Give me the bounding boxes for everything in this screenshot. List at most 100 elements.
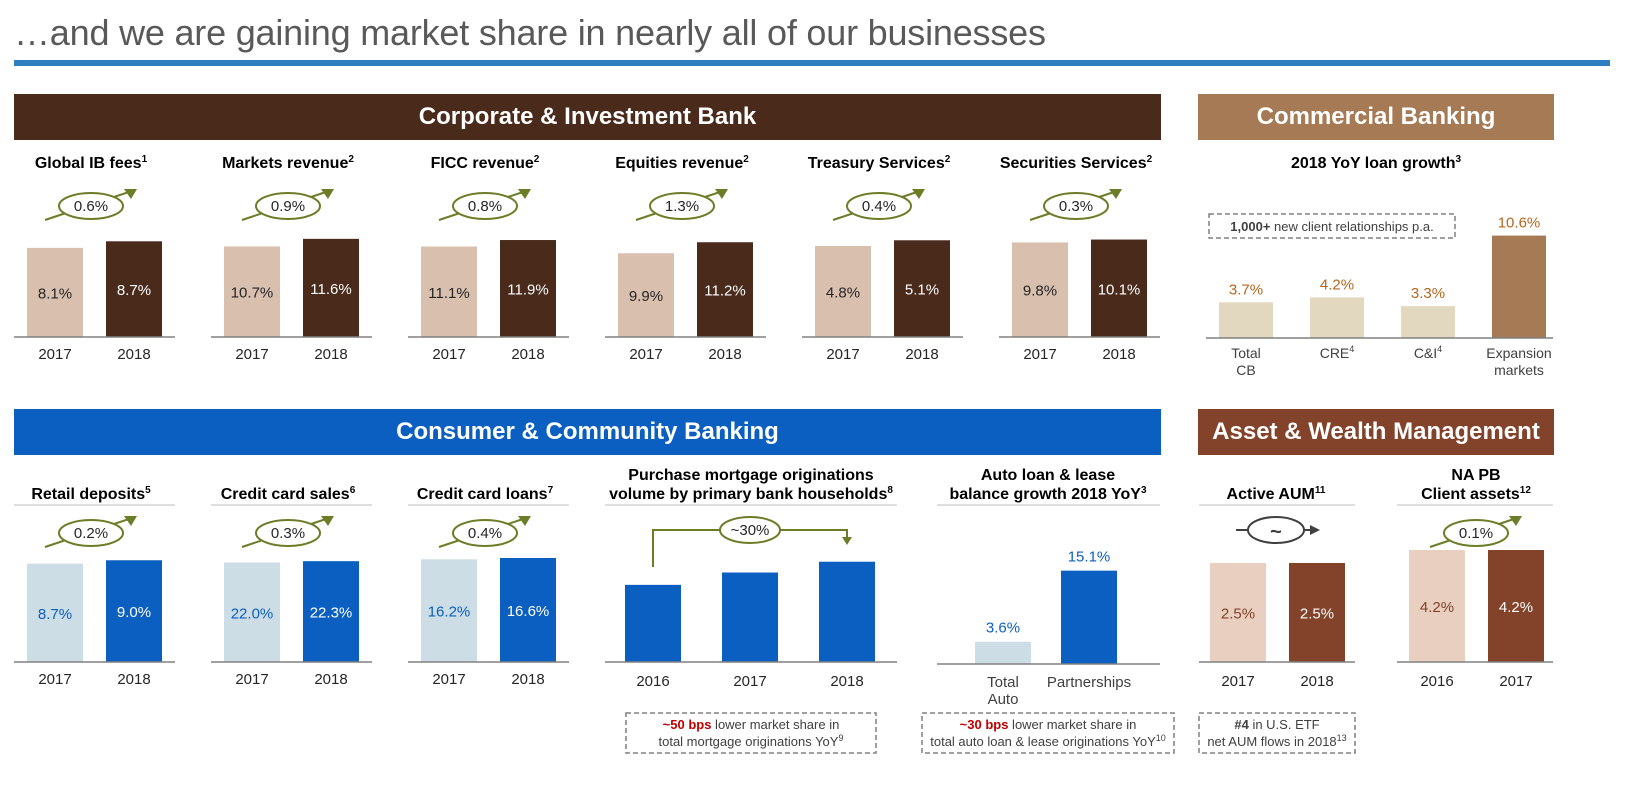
treasury-services-bar-label-2017: 4.8%	[826, 284, 860, 301]
auto-loan-lease-xtick-1-0: Partnerships	[1047, 674, 1131, 691]
cb-loan-growth-xtick-text-0-1: CB	[1236, 362, 1255, 378]
securities-services-xtick-2018: 2018	[1102, 346, 1135, 363]
title-rule	[14, 60, 1610, 66]
active-aum-callout-box	[1198, 712, 1356, 754]
global-ib-fees-bar-label-2017: 8.1%	[38, 285, 72, 302]
treasury-services-title: Treasury Services2	[808, 154, 951, 172]
credit-card-sales-title-text: Credit card sales	[221, 486, 350, 503]
treasury-services-bar-label-2018: 5.1%	[905, 282, 939, 299]
treasury-services-title-footnote: 2	[945, 154, 951, 165]
cib-banner: Corporate & Investment Bank	[14, 94, 1161, 140]
credit-card-sales-bar-2017	[224, 562, 280, 662]
securities-services-change-oval	[1043, 192, 1109, 220]
cb-loan-growth-bar-2	[1401, 306, 1455, 338]
na-pb-client-assets-xtick-2017: 2017	[1499, 673, 1532, 690]
purchase-mortgage-callout-rest: lower market share in	[711, 717, 839, 732]
retail-deposits-change-oval	[58, 519, 124, 547]
retail-deposits-xtick-2018: 2018	[117, 671, 150, 688]
auto-loan-lease-bar-label-0: 3.6%	[986, 620, 1020, 637]
treasury-services-xtick-2017: 2017	[826, 346, 859, 363]
purchase-mortgage-bar-2018	[819, 561, 875, 662]
cb-loan-growth-xtick-3-0: Expansion	[1486, 345, 1551, 361]
equities-revenue-title: Equities revenue2	[615, 154, 749, 172]
auto-loan-lease-bar-0	[975, 641, 1031, 664]
equities-revenue-bar-2018	[697, 242, 753, 337]
markets-revenue-change-value: 0.9%	[271, 198, 305, 215]
purchase-mortgage-title-line2-text: volume by primary bank households	[609, 486, 887, 503]
retail-deposits-change-arrow-head	[124, 516, 137, 526]
equities-revenue-change-oval	[649, 192, 715, 220]
credit-card-sales-xtick-2017: 2017	[235, 671, 268, 688]
equities-revenue-change-arrow-head	[715, 189, 728, 199]
auto-loan-lease-xtick-0-0: Total	[987, 674, 1019, 691]
securities-services-title: Securities Services2	[1000, 154, 1153, 172]
markets-revenue-xtick-2018: 2018	[314, 346, 347, 363]
credit-card-sales-change-value: 0.3%	[271, 525, 305, 542]
auto-loan-lease-callout-rest: lower market share in	[1008, 717, 1136, 732]
securities-services-bar-2018	[1091, 239, 1147, 337]
credit-card-loans-title-text: Credit card loans	[417, 486, 548, 503]
active-aum-title-footnote: 11	[1315, 485, 1326, 496]
na-pb-client-assets-bar-label-2016: 4.2%	[1420, 599, 1454, 616]
ficc-revenue-title-footnote: 2	[534, 154, 540, 165]
na-pb-client-assets-change-value: 0.1%	[1459, 525, 1493, 542]
equities-revenue-bar-2017	[618, 253, 674, 337]
auto-loan-lease-callout-bold: ~30 bps	[960, 717, 1009, 732]
purchase-mortgage-callout-bold: ~50 bps	[663, 717, 712, 732]
credit-card-sales-xtick-2018: 2018	[314, 671, 347, 688]
active-aum-change-value: ~	[1270, 521, 1282, 543]
active-aum-callout-line2: net AUM flows in 201813	[1207, 733, 1346, 749]
equities-revenue-xtick-2018: 2018	[708, 346, 741, 363]
auto-loan-lease-bar-label-1: 15.1%	[1068, 549, 1111, 566]
credit-card-sales-bar-label-2018: 22.3%	[310, 605, 353, 622]
credit-card-loans-change-value: 0.4%	[468, 525, 502, 542]
cb-loan-growth-xtick-sup-1: 4	[1349, 344, 1354, 354]
cb-loan-growth-note: 1,000+ new client relationships p.a.	[1230, 219, 1433, 234]
global-ib-fees-bar-2017	[27, 247, 83, 337]
credit-card-loans-title-footnote: 7	[548, 485, 554, 496]
active-aum-bar-2018	[1289, 563, 1345, 662]
equities-revenue-change-value: 1.3%	[665, 198, 699, 215]
ficc-revenue-bar-2018	[500, 240, 556, 337]
retail-deposits-bar-2018	[106, 560, 162, 662]
active-aum-callout-rest: in U.S. ETF	[1249, 717, 1320, 732]
na-pb-client-assets-change-oval	[1443, 519, 1509, 547]
cb-loan-growth-xtick-text-2-0: C&I	[1414, 345, 1437, 361]
retail-deposits-change-value: 0.2%	[74, 525, 108, 542]
purchase-mortgage-bar-2016	[625, 584, 681, 662]
na-pb-client-assets-title-line1: NA PB	[1451, 467, 1500, 484]
credit-card-sales-bar-label-2017: 22.0%	[231, 605, 274, 622]
markets-revenue-bar-2018	[303, 238, 359, 337]
securities-services-bar-label-2018: 10.1%	[1098, 281, 1141, 298]
credit-card-loans-bar-label-2018: 16.6%	[507, 603, 550, 620]
purchase-mortgage-title-line1: Purchase mortgage originations	[628, 467, 873, 484]
active-aum-title: Active AUM11	[1227, 485, 1326, 503]
credit-card-loans-xtick-2017: 2017	[432, 671, 465, 688]
markets-revenue-bar-label-2017: 10.7%	[231, 285, 274, 302]
purchase-mortgage-callout-box	[625, 712, 877, 754]
treasury-services-bar-2017	[815, 245, 871, 337]
purchase-mortgage-change-oval	[719, 516, 781, 544]
markets-revenue-title-footnote: 2	[348, 154, 354, 165]
purchase-mortgage-bracket-head	[842, 537, 852, 545]
purchase-mortgage-callout-line2: total mortgage originations YoY9	[659, 733, 844, 749]
ficc-revenue-title-text: FICC revenue	[431, 155, 534, 172]
treasury-services-change-oval	[846, 192, 912, 220]
active-aum-bar-label-2017: 2.5%	[1221, 606, 1255, 623]
treasury-services-bar-2018	[894, 240, 950, 337]
securities-services-bar-label-2017: 9.8%	[1023, 283, 1057, 300]
auto-loan-lease-xtick-0-1: Auto	[988, 691, 1019, 708]
auto-loan-lease-callout-sup: 10	[1156, 733, 1166, 743]
securities-services-bar-2017	[1012, 242, 1068, 337]
cb-loan-growth-xtick-3-1: markets	[1494, 362, 1544, 378]
purchase-mortgage-title-line2: volume by primary bank households8	[609, 485, 893, 503]
treasury-services-change-value: 0.4%	[862, 198, 896, 215]
auto-loan-lease-callout-line2: total auto loan & lease originations YoY…	[930, 733, 1166, 749]
credit-card-loans-title: Credit card loans7	[417, 485, 554, 503]
na-pb-client-assets-bar-2017	[1488, 550, 1544, 662]
global-ib-fees-xtick-2018: 2018	[117, 346, 150, 363]
credit-card-loans-bar-2017	[421, 559, 477, 662]
credit-card-loans-change-oval	[452, 519, 518, 547]
auto-loan-lease-title-line2-text: balance growth 2018 YoY	[949, 486, 1141, 503]
